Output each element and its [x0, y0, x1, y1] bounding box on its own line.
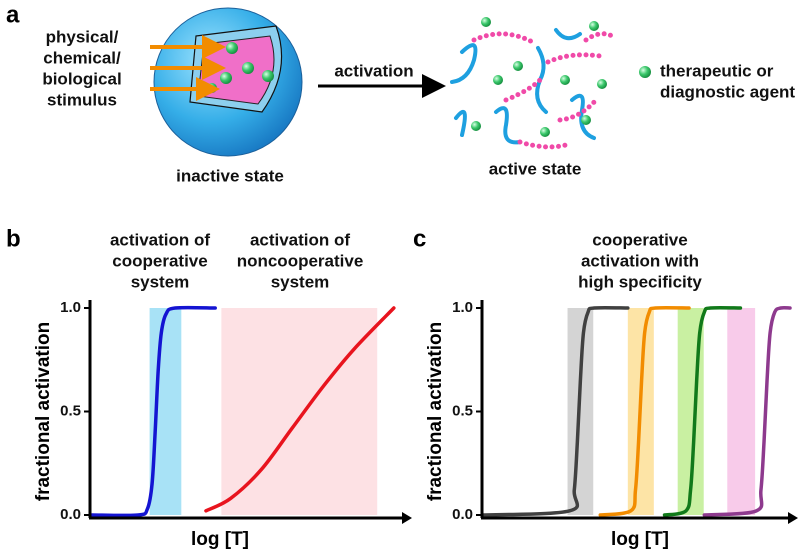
x-axis-arrow: [402, 512, 412, 524]
annotation: activation of: [110, 230, 210, 249]
y-tick-label: 0.0: [452, 506, 473, 523]
annotation: activation with: [581, 251, 699, 270]
activation-label: activation: [334, 61, 413, 80]
y-tick-label: 1.0: [452, 299, 473, 316]
panel-label: a: [6, 1, 20, 28]
curve: [204, 306, 396, 513]
activation-window: [727, 308, 756, 515]
x-axis-arrow: [788, 512, 798, 524]
agent-label: diagnostic agent: [660, 82, 795, 101]
curve: [702, 305, 792, 517]
panel-label: c: [413, 225, 426, 252]
y-tick-label: 0.5: [60, 402, 81, 419]
annotation: system: [271, 272, 330, 291]
stimulus-label: stimulus: [47, 90, 117, 109]
x-axis-label: log [T]: [611, 529, 669, 550]
y-tick-label: 0.5: [452, 402, 473, 419]
annotation: cooperative: [592, 230, 687, 249]
activation-window: [149, 308, 182, 515]
annotation: activation of: [250, 230, 350, 249]
x-axis-label: log [T]: [191, 529, 249, 550]
agent-icon: [639, 66, 651, 78]
annotation: noncooperative: [237, 251, 364, 270]
y-tick-label: 0.0: [60, 506, 81, 523]
agent-label: therapeutic or: [660, 61, 774, 80]
annotation: system: [131, 272, 190, 291]
curve: [90, 305, 217, 518]
curve: [482, 305, 630, 517]
activation-window: [221, 308, 378, 515]
stimulus-label: biological: [42, 69, 121, 88]
active-label: active state: [489, 159, 582, 178]
y-tick-label: 1.0: [60, 299, 81, 316]
annotation: cooperative: [112, 251, 207, 270]
inactive-label: inactive state: [176, 166, 284, 185]
stimulus-arrows: [150, 35, 226, 101]
annotation: high specificity: [578, 272, 702, 291]
y-axis-label: fractional activation: [33, 322, 54, 502]
y-axis-label: fractional activation: [425, 322, 446, 502]
stimulus-label: chemical/: [43, 48, 121, 67]
curve: [662, 305, 743, 517]
inactive-particle: [153, 7, 303, 157]
curve: [598, 305, 691, 517]
active-fragments: [450, 17, 615, 150]
panel-label: b: [6, 225, 21, 252]
stimulus-label: physical/: [46, 27, 119, 46]
